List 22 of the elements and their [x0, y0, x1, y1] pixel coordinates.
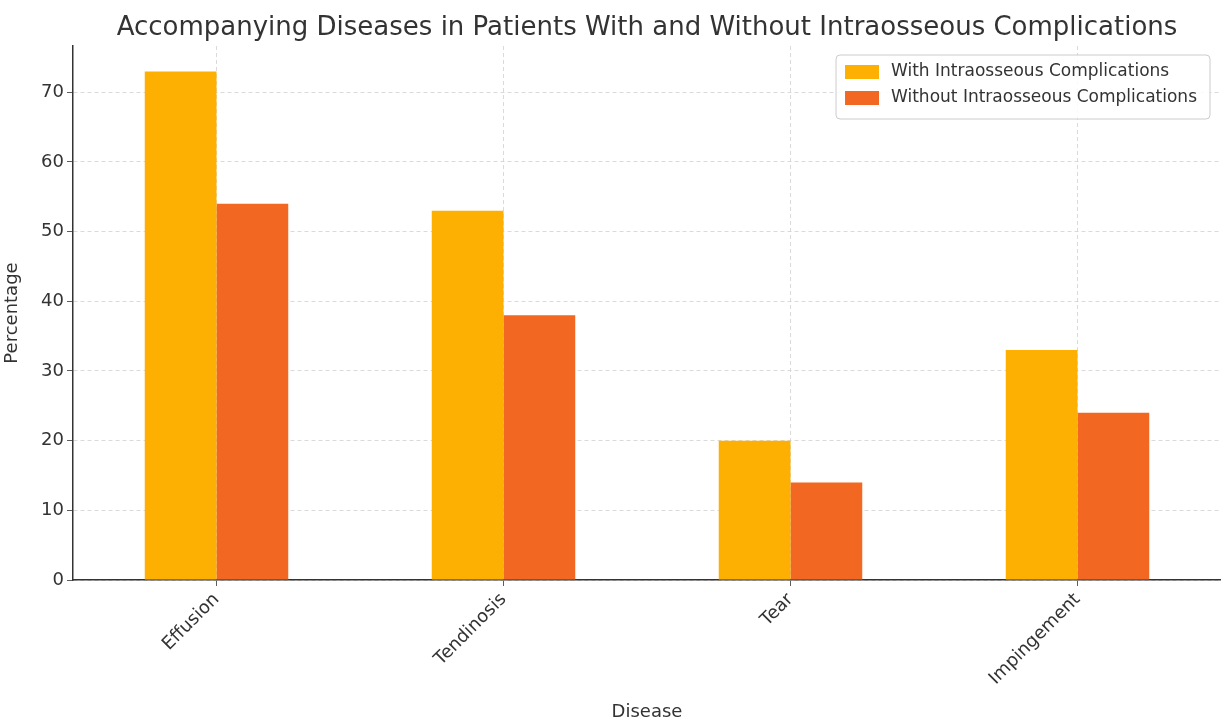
y-tick-label: 20 — [41, 428, 64, 450]
legend-label: With Intraosseous Complications — [891, 60, 1170, 81]
y-tick-label: 50 — [41, 219, 64, 241]
bar — [1005, 350, 1078, 580]
bar — [790, 482, 863, 580]
y-axis-title: Percentage — [0, 262, 22, 364]
bar — [216, 203, 289, 580]
y-tick-label: 10 — [41, 498, 64, 519]
bar — [718, 440, 791, 580]
legend-label: Without Intraosseous Complications — [891, 86, 1198, 107]
y-tick-label: 70 — [41, 80, 64, 101]
x-tick-label: Tear — [754, 587, 798, 630]
bar — [144, 71, 217, 580]
y-tick-label: 60 — [41, 149, 64, 171]
bar — [431, 210, 504, 580]
chart-title: Accompanying Diseases in Patients With and Without Intraosseous Complications — [116, 10, 1178, 41]
bar — [1077, 412, 1150, 580]
y-tick-label: 0 — [52, 567, 64, 589]
y-tick-label: 30 — [41, 358, 64, 380]
y-tick-label: 40 — [41, 289, 64, 310]
x-axis-title: Disease — [611, 699, 683, 721]
bar — [503, 315, 576, 580]
